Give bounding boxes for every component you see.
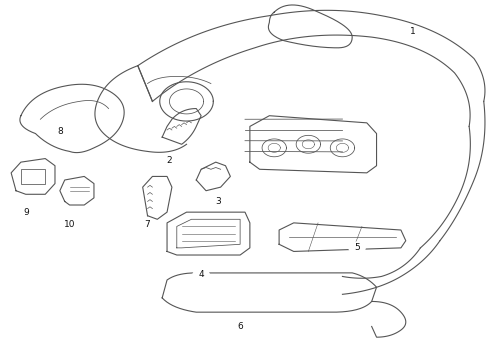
Circle shape — [161, 154, 178, 167]
Circle shape — [348, 242, 366, 254]
Text: 8: 8 — [57, 127, 63, 136]
Text: 4: 4 — [198, 270, 204, 279]
Circle shape — [139, 218, 156, 231]
Text: 6: 6 — [237, 322, 243, 331]
Circle shape — [193, 268, 210, 281]
Circle shape — [231, 320, 249, 333]
Text: 1: 1 — [410, 27, 416, 36]
Text: 9: 9 — [23, 208, 28, 217]
Text: 2: 2 — [167, 156, 172, 165]
Circle shape — [17, 206, 34, 219]
Text: 5: 5 — [354, 243, 360, 252]
Circle shape — [209, 195, 227, 208]
Text: 10: 10 — [64, 220, 75, 229]
Circle shape — [51, 125, 69, 138]
Bar — [21, 169, 45, 184]
Text: 7: 7 — [145, 220, 150, 229]
Circle shape — [404, 25, 422, 38]
Text: 3: 3 — [215, 197, 221, 206]
Circle shape — [61, 218, 78, 231]
